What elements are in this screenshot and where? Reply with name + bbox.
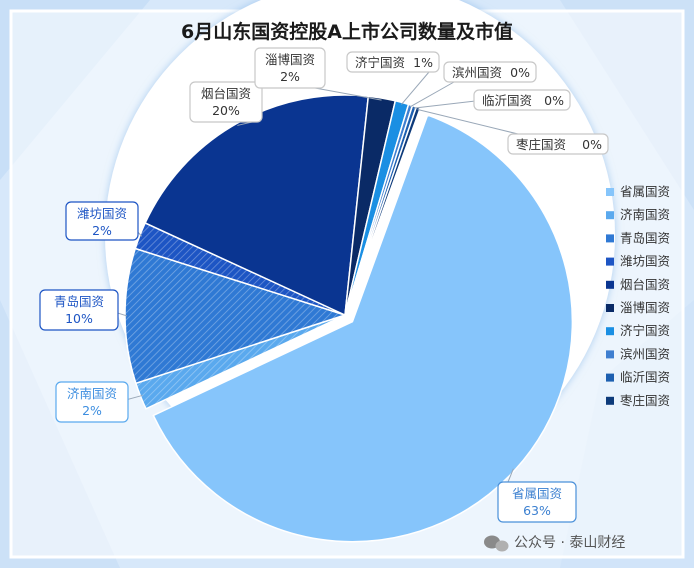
slice-5-callout-box [189,81,263,123]
slice-2-legend-swatch [606,211,614,220]
slice-5-percent-label: 20% [212,103,240,118]
slice-3-callout-box [39,289,119,331]
slice-6-callout-box [254,47,326,89]
wechat-icon [484,535,509,552]
slice-9-legend-label: 临沂国资 [620,370,670,385]
slice-7-legend-label: 济宁国资 [620,323,670,338]
slice-4-hatch [135,222,345,315]
slice-1-wedge [152,114,574,543]
slice-2-percent-label: 2% [82,403,102,418]
slice-3-legend-label: 青岛国资 [620,230,670,245]
slice-4-legend-swatch [606,257,614,266]
slice-2-hatch [135,315,345,409]
slice-5-legend-label: 烟台国资 [620,277,670,292]
slice-4-callout-box [65,201,139,241]
slice-6-leader-line [314,87,382,101]
slice-9-leader-line [413,99,485,109]
slice-2-name-label: 济南国资 [67,386,117,401]
slice-1-leader-line [507,468,514,483]
slice-1-name-label: 省属国资 [512,486,562,501]
slice-4-name-label: 潍坊国资 [77,206,127,221]
slice-10-callout-box [507,133,609,155]
slice-3-name-label: 青岛国资 [54,294,104,309]
slice-2-legend-label: 济南国资 [620,207,670,222]
slice-2-callout-box [55,381,129,423]
slice-8-percent-label: 0% [510,65,530,80]
slice-10-name-label: 枣庄国资 [516,137,566,152]
slice-5-wedge [144,94,370,317]
slice-7-callout-box [346,51,440,73]
slice-8-legend-label: 滨州国资 [620,346,670,361]
slice-6-legend-swatch [606,304,614,312]
slice-9-legend-swatch [606,373,614,382]
slice-10-legend-label: 枣庄国资 [620,393,670,408]
slice-8-legend-swatch [606,350,614,359]
slice-6-percent-label: 2% [280,69,300,84]
watermark-text: 公众号 · 泰山财经 [514,535,625,551]
slice-labels: 省属国资 63% 济南国资 2% 青岛国资 10% 潍坊国资 2% 烟台国资 20% 淄博国资 2% 济… [39,47,609,523]
slice-10-percent-label: 0% [582,137,602,152]
slice-5-legend-swatch [606,280,614,289]
pie-slices [124,94,574,543]
slice-8-callout-box [443,61,537,83]
slice-9-name-label: 临沂国资 [482,93,532,108]
slice-3-legend-swatch [606,234,614,243]
slice-4-percent-label: 2% [92,223,112,238]
slice-8-leader-line [409,81,455,108]
slice-3-hatch [124,248,345,384]
slice-7-percent-label: 1% [413,55,433,70]
slice-7-legend-swatch [606,327,614,336]
slice-1-callout-box [497,481,577,523]
slice-7-leader-line [401,71,430,105]
slice-10-leader-line [417,108,519,135]
slice-1-legend-swatch [606,188,614,196]
slice-4-legend-label: 潍坊国资 [620,254,670,269]
watermark: 公众号 · 泰山财经 [484,535,625,552]
slice-3-percent-label: 10% [65,311,93,326]
slice-9-percent-label: 0% [544,93,564,108]
slice-10-legend-swatch [606,396,614,405]
slice-9-callout-box [473,89,571,111]
slice-1-percent-label: 63% [523,503,551,518]
slice-8-name-label: 滨州国资 [452,65,502,80]
chart-title: 6月山东国资控股A上市公司数量及市值 [181,20,513,43]
slice-1-legend-label: 省属国资 [620,184,670,199]
slice-6-legend-label: 淄博国资 [620,300,670,315]
slice-6-name-label: 淄博国资 [265,52,315,67]
slice-7-name-label: 济宁国资 [355,55,405,70]
slice-5-name-label: 烟台国资 [201,86,251,101]
